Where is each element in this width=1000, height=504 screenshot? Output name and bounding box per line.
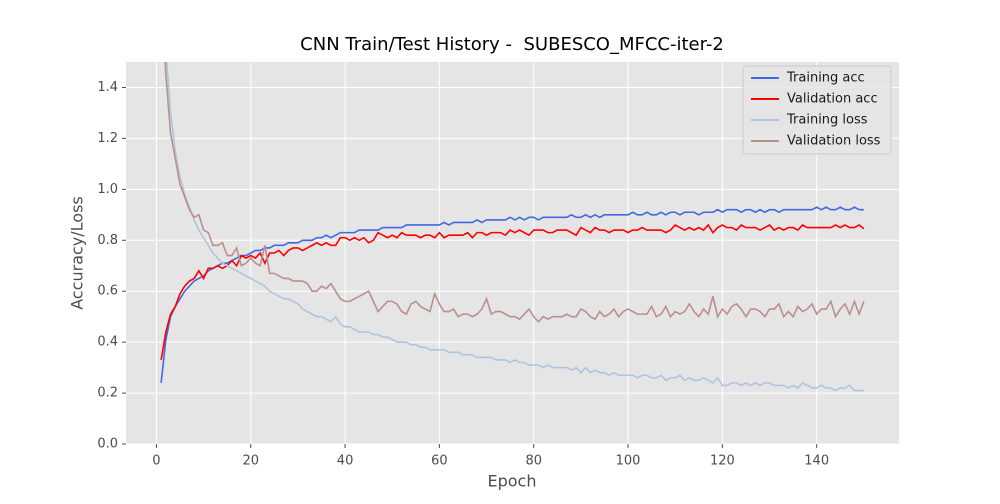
- series-line: [165, 62, 864, 392]
- legend-label: Training acc: [786, 71, 865, 86]
- series-line: [160, 223, 865, 361]
- series-line: [160, 206, 864, 383]
- y-axis-label: Accuracy/Loss: [68, 196, 87, 310]
- x-tick-label: 40: [337, 454, 354, 469]
- y-tick-label: 0.4: [97, 335, 118, 350]
- y-tick-label: 0.6: [97, 284, 118, 299]
- y-tick-label: 1.4: [97, 80, 118, 95]
- x-axis-label: Epoch: [488, 472, 537, 491]
- chart-title: CNN Train/Test History - SUBESCO_MFCC-it…: [300, 34, 724, 55]
- y-tick-label: 1.2: [97, 131, 118, 146]
- legend-label: Validation acc: [787, 92, 878, 107]
- legend-label: Validation loss: [787, 134, 881, 149]
- x-tick-label: 20: [242, 454, 259, 469]
- y-tick-label: 0.0: [97, 437, 118, 452]
- x-tick-label: 100: [616, 454, 641, 469]
- x-tick-label: 120: [710, 454, 735, 469]
- y-tick-label: 1.0: [97, 182, 118, 197]
- series-line: [164, 62, 865, 323]
- x-tick-label: 0: [152, 454, 160, 469]
- x-tick-label: 80: [525, 454, 542, 469]
- x-tick-label: 140: [804, 454, 829, 469]
- x-tick-label: 60: [431, 454, 448, 469]
- y-tick-label: 0.2: [97, 386, 118, 401]
- legend-box: [742, 65, 892, 155]
- plot-lines: [160, 62, 865, 392]
- legend-label: Training loss: [786, 113, 868, 128]
- y-tick-label: 0.8: [97, 233, 118, 248]
